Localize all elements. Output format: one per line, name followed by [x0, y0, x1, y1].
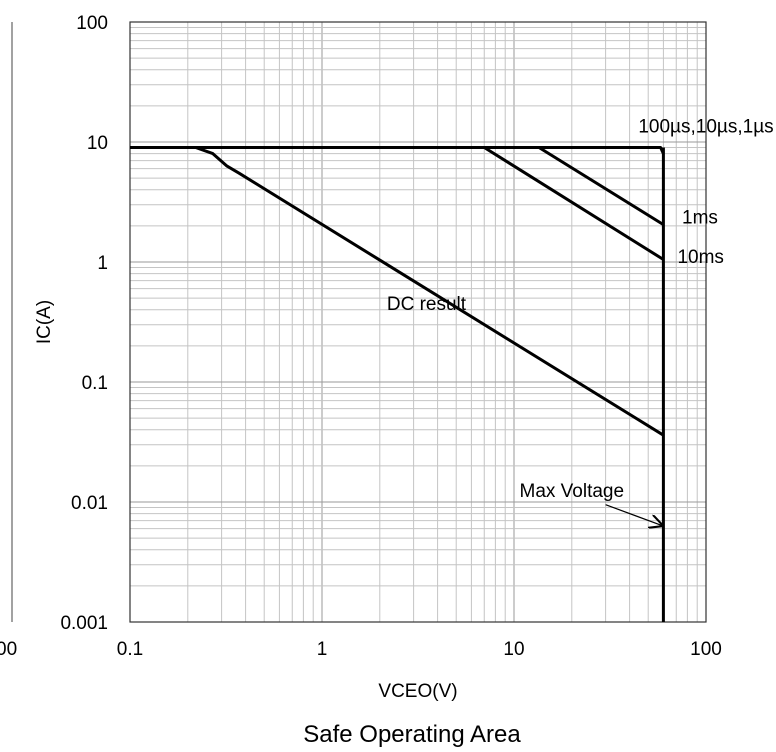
- annotation-label: Max Voltage: [520, 481, 625, 502]
- chart-title: Safe Operating Area: [303, 721, 521, 748]
- x-tick-label: 1: [317, 639, 328, 660]
- annotation-label: 10ms: [677, 247, 723, 268]
- series-line-1ms: [130, 146, 665, 226]
- y-tick-label: 0.01: [71, 493, 108, 514]
- x-tick-labels: 0.1 1 10 100: [117, 639, 722, 660]
- y-tick-label: 1: [97, 253, 108, 274]
- max-voltage-arrow: [605, 504, 664, 526]
- x-tick-label: 100: [690, 639, 722, 660]
- annotation-label: DC result: [387, 294, 467, 315]
- y-tick-label: 0.1: [82, 373, 108, 394]
- neighbor-chart-tick-label: 00: [0, 639, 17, 660]
- y-tick-label: 10: [87, 133, 108, 154]
- x-axis-title: VCEO(V): [378, 681, 457, 702]
- plot-area-frame: [129, 21, 707, 623]
- series-line-dc-result: [130, 146, 665, 437]
- grid-layer: [129, 22, 706, 623]
- x-tick-label: 10: [503, 639, 524, 660]
- series-layer: [130, 146, 665, 622]
- series-line-10ms: [130, 146, 665, 261]
- y-tick-label: 0.001: [60, 613, 108, 634]
- annotation-layer: 100µs,10µs,1µs 1ms 10ms DC result Max Voltag…: [387, 116, 774, 526]
- y-tick-labels: 0.001 0.01 0.1 1 10 100: [60, 13, 108, 634]
- y-axis-title: IC(A): [34, 300, 55, 344]
- x-tick-label: 0.1: [117, 639, 143, 660]
- y-tick-label: 100: [76, 13, 108, 34]
- annotation-label: 1ms: [682, 207, 718, 228]
- annotation-label: 100µs,10µs,1µs: [638, 116, 773, 137]
